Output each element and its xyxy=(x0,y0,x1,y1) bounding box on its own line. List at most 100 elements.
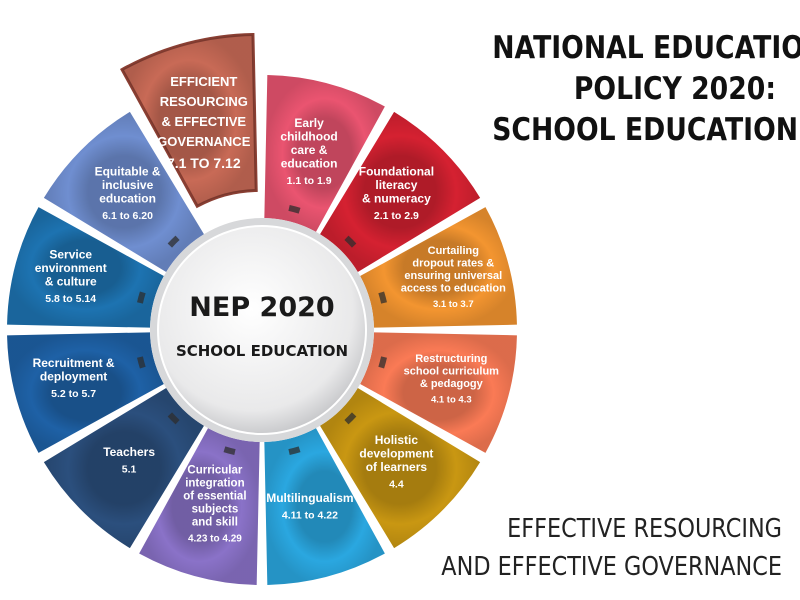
segment-label-line: of essential xyxy=(183,490,246,502)
segment-label-line: Early xyxy=(294,116,324,130)
segment-tick xyxy=(344,235,357,248)
segment-label-line: & pedagogy xyxy=(420,378,484,390)
segment-code: 2.1 to 2.9 xyxy=(374,210,419,222)
segment-shading xyxy=(139,428,260,585)
segment-label-line: literacy xyxy=(375,178,417,192)
segment-label-line: Equitable & xyxy=(95,164,161,178)
wheel-segment-curricular-integration-of-essential-subjects-and-skill: Curricular integration of essential subject… xyxy=(139,428,260,585)
segment-code: 7.1 TO 7.12 xyxy=(167,155,241,171)
wheel-segment-recruitment-and-deployment: Recruitment & deployment 5.2 to 5.7 xyxy=(7,332,164,453)
segment-shading xyxy=(264,428,385,585)
segment-shading xyxy=(360,207,517,328)
wheel-segment-service-environment-and-culture: Service environment & culture 5.8 to 5.14 xyxy=(7,207,164,328)
hub-subtitle: SCHOOL EDUCATION xyxy=(176,342,348,360)
title-line-3: SCHOOL EDUCATION xyxy=(492,112,799,148)
wheel-segment-teachers: Teachers 5.1 xyxy=(43,388,204,549)
segment-label-line: & numeracy xyxy=(362,191,431,205)
segment-label: Early childhood care & education xyxy=(280,116,337,171)
segment-label: Restructuring school curriculum & pedagogy xyxy=(404,353,500,390)
segment-code: 5.8 to 5.14 xyxy=(45,293,96,305)
segment-code: 4.1 to 4.3 xyxy=(431,395,472,406)
segment-shading xyxy=(360,332,517,453)
title-line-1: NATIONAL EDUCATION xyxy=(492,30,800,66)
segment-code: 6.1 to 6.20 xyxy=(102,210,153,222)
segment-code: 4.23 to 4.29 xyxy=(188,533,242,544)
footer-line-1: EFFECTIVE RESOURCING xyxy=(507,514,782,544)
wheel-segment-early-childhood-care-and-education: Early childhood care & education 1.1 to 1.9 xyxy=(264,75,385,232)
wheel-segment-restructuring-school-curriculum-and-pedagogy: Restructuring school curriculum & pedagogy… xyxy=(360,332,517,453)
hub-circle xyxy=(157,225,367,435)
segment-label: Multilingualism xyxy=(266,491,353,505)
segment-tick xyxy=(223,446,236,455)
segment-label-line: access to education xyxy=(401,282,506,294)
segment-label-line: and skill xyxy=(192,516,238,528)
segment-code: 5.1 xyxy=(122,464,137,476)
segment-shading xyxy=(43,388,204,549)
segment-label-line: environment xyxy=(35,261,107,275)
segment-label: Curricular integration of essential subject… xyxy=(183,464,246,528)
wheel-segment-multilingualism: Multilingualism 4.11 to 4.22 xyxy=(264,428,385,585)
segment-code: 4.4 xyxy=(389,479,404,491)
wheel-segment-curtailing-dropout-rates-and-ensuring-universal-access-to-education: Curtailing dropout rates & ensuring univer… xyxy=(360,207,517,328)
segment-label-line: education xyxy=(99,191,156,205)
segment-tick xyxy=(378,291,387,304)
segment-code: 1.1 to 1.9 xyxy=(287,175,332,187)
hub-title: NEP 2020 xyxy=(189,292,334,323)
segment-label-line: ensuring universal xyxy=(404,270,502,282)
segment-label-line: integration xyxy=(185,477,244,489)
segment-label-line: care & xyxy=(291,143,328,157)
segment-label: Teachers xyxy=(103,445,155,459)
segment-code: 5.2 to 5.7 xyxy=(51,388,96,400)
segment-tick xyxy=(137,356,146,369)
segment-label-line: & EFFECTIVE xyxy=(162,114,247,129)
segment-label: Equitable & inclusive education xyxy=(95,164,161,205)
segment-tick xyxy=(288,205,301,214)
segment-label-line: Service xyxy=(49,248,92,262)
segment-tick xyxy=(288,446,301,455)
segment-tick xyxy=(378,356,387,369)
segment-label-line: Curricular xyxy=(187,464,242,476)
segment-label-line: Teachers xyxy=(103,445,155,459)
footer-caption: EFFECTIVE RESOURCING AND EFFECTIVE GOVER… xyxy=(335,510,782,586)
segment-label-line: EFFICIENT xyxy=(170,74,237,89)
segment-label-line: Restructuring xyxy=(415,353,487,365)
segment-label: Service environment & culture xyxy=(35,248,107,289)
segment-shading xyxy=(43,111,204,272)
segment-label-line: school curriculum xyxy=(404,366,500,378)
segment-label-line: development xyxy=(359,447,433,461)
segment-label-line: Recruitment & xyxy=(33,356,115,370)
segment-label: Holistic development of learners xyxy=(359,433,433,474)
segment-tick xyxy=(344,412,357,425)
segment-shading xyxy=(7,207,164,328)
segment-label-line: education xyxy=(281,157,338,171)
segment-label-line: GOVERNANCE xyxy=(157,134,251,149)
page-title: NATIONAL EDUCATION POLICY 2020: SCHOOL E… xyxy=(492,28,800,151)
segment-shading xyxy=(320,111,481,272)
segment-tick xyxy=(167,235,180,248)
segment-label-line: subjects xyxy=(192,503,239,515)
segment-shading xyxy=(7,332,164,453)
wheel-segment-foundational-literacy-and-numeracy: Foundational literacy & numeracy 2.1 to 2.9 xyxy=(320,111,481,272)
segment-label-line: deployment xyxy=(40,370,107,384)
segment-shading xyxy=(320,388,481,549)
segment-shading xyxy=(122,34,257,207)
segment-label-line: Holistic xyxy=(375,433,419,447)
segment-tick xyxy=(167,412,180,425)
segment-code: 3.1 to 3.7 xyxy=(433,299,474,310)
wheel-segment-efficient-resourcing-and-effective-governance: EFFICIENT RESOURCING & EFFECTIVE GOVERNANCE… xyxy=(120,32,258,209)
segment-label-line: childhood xyxy=(280,130,337,144)
title-line-2: POLICY 2020: xyxy=(573,71,776,107)
segment-label: Recruitment & deployment xyxy=(33,356,115,384)
segment-label-line: & culture xyxy=(45,275,97,289)
segment-label-line: Multilingualism xyxy=(266,491,353,505)
segment-tick xyxy=(137,291,146,304)
segment-label: EFFICIENT RESOURCING & EFFECTIVE GOVERNANCE xyxy=(157,74,251,149)
segment-label: Foundational literacy & numeracy xyxy=(359,164,434,205)
segment-code: 4.11 to 4.22 xyxy=(282,509,338,521)
segment-label-line: dropout rates & xyxy=(412,257,494,269)
segment-label: Curtailing dropout rates & ensuring univer… xyxy=(401,245,506,294)
segment-label-line: RESOURCING xyxy=(160,94,248,109)
wheel-segment-holistic-development-of-learners: Holistic development of learners 4.4 xyxy=(320,388,481,549)
segment-label-line: Curtailing xyxy=(428,245,479,257)
segment-label-line: of learners xyxy=(366,460,428,474)
